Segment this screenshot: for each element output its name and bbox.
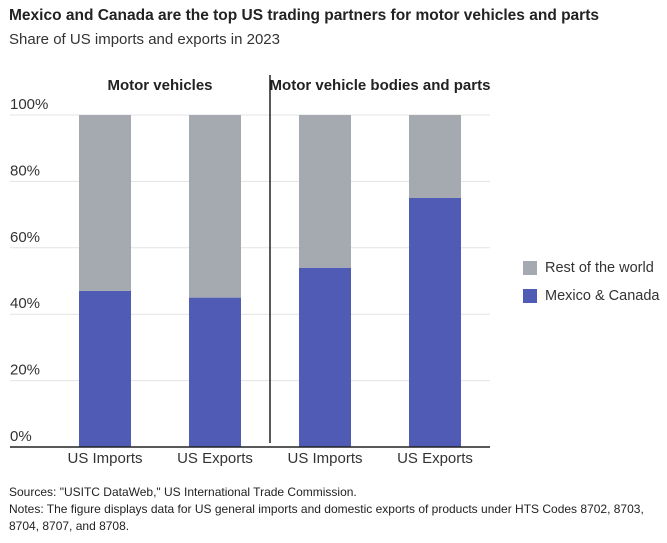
- legend-swatch: [523, 289, 537, 303]
- chart-title: Mexico and Canada are the top US trading…: [9, 7, 599, 24]
- bar-segment: [79, 290, 131, 447]
- y-tick-label: 60%: [10, 229, 40, 246]
- legend-label: Mexico & Canada: [545, 288, 660, 304]
- bar-segment: [189, 115, 241, 298]
- bar-segment: [409, 198, 461, 447]
- bar-segment: [299, 115, 351, 268]
- y-tick-label: 0%: [10, 428, 32, 445]
- y-tick-label: 40%: [10, 295, 40, 312]
- y-tick-label: 20%: [10, 362, 40, 379]
- group-label: Motor vehicle bodies and parts: [270, 77, 491, 94]
- notes: Notes: The figure displays data for US g…: [9, 502, 644, 533]
- group-label: Motor vehicles: [107, 77, 212, 94]
- x-tick-label: US Exports: [177, 450, 253, 467]
- bar-segment: [299, 267, 351, 447]
- bar-segment: [189, 297, 241, 447]
- x-tick-label: US Exports: [397, 450, 473, 467]
- y-tick-label: 100%: [10, 96, 48, 113]
- sources: Sources: "USITC DataWeb," US Internation…: [9, 485, 357, 499]
- legend-swatch: [523, 261, 537, 275]
- bar-segment: [79, 115, 131, 291]
- bar-segment: [409, 115, 461, 198]
- x-tick-label: US Imports: [287, 450, 362, 467]
- chart: Mexico and Canada are the top US trading…: [9, 7, 660, 467]
- y-tick-label: 80%: [10, 162, 40, 179]
- legend-label: Rest of the world: [545, 260, 654, 276]
- chart-subtitle: Share of US imports and exports in 2023: [9, 31, 280, 48]
- x-tick-label: US Imports: [67, 450, 142, 467]
